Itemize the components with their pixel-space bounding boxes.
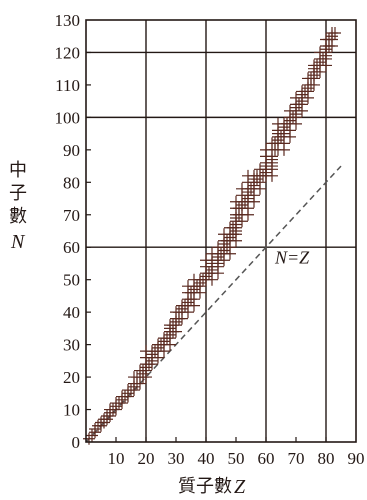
y-axis-title-char: 中 [9,160,27,181]
y-axis-title-variable: N [10,231,26,253]
x-axis-title-variable: Z [234,476,246,498]
n-equals-z-label: N=Z [274,247,310,267]
y-tick-label: 80 [63,173,80,192]
y-axis-title-char: 數 [9,206,27,227]
x-tick-label: 30 [168,449,185,468]
x-tick-label: 80 [318,449,335,468]
y-tick-label: 60 [63,238,80,257]
y-tick-label: 0 [72,433,81,452]
y-tick-label: 110 [55,76,80,95]
x-axis-title: 質子數 Z [178,476,246,498]
nuclide-marker [86,429,98,442]
x-tick-label: 60 [258,449,275,468]
nuclide-markers [83,26,341,445]
y-tick-label: 10 [63,401,80,420]
y-tick-label: 130 [55,11,81,30]
y-tick-label: 50 [63,271,80,290]
y-tick-label: 40 [63,303,80,322]
y-tick-label: 100 [55,108,81,127]
nuclide-marker [329,26,341,39]
x-tick-label: 90 [348,449,365,468]
axis-ticks [86,51,327,442]
y-tick-labels: 0 10 20 30 40 50 60 70 80 90 100 110 120 130 [55,11,81,452]
y-tick-label: 70 [63,206,80,225]
n-equals-z-reference-line [85,165,342,443]
x-tick-labels: 10 20 30 40 50 60 70 80 90 [108,449,365,468]
y-axis-title: 中 子 數 N [9,160,27,253]
gridlines [86,20,356,442]
x-axis-title-text: 質子數 [178,476,232,497]
nuclide-marker [89,423,101,436]
x-tick-label: 50 [228,449,245,468]
x-tick-label: 10 [108,449,125,468]
y-tick-label: 120 [55,43,81,62]
x-tick-label: 70 [288,449,305,468]
y-tick-label: 30 [63,336,80,355]
y-axis-title-char: 子 [9,183,27,204]
x-tick-label: 20 [138,449,155,468]
y-tick-label: 20 [63,368,80,387]
x-tick-label: 40 [198,449,215,468]
y-tick-label: 90 [63,141,80,160]
reference-line-group: N=Z [85,165,342,443]
plot-frame [85,19,357,443]
